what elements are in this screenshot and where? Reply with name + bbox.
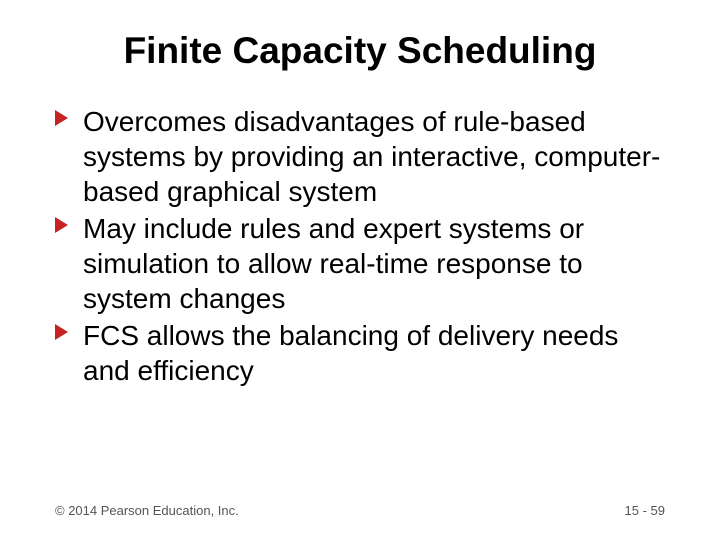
bullet-text: Overcomes disadvantages of rule-based sy… (83, 106, 660, 207)
triangle-bullet-icon (55, 324, 68, 340)
list-item: May include rules and expert systems or … (55, 211, 665, 316)
copyright-text: © 2014 Pearson Education, Inc. (55, 503, 239, 518)
list-item: Overcomes disadvantages of rule-based sy… (55, 104, 665, 209)
bullet-text: May include rules and expert systems or … (83, 213, 584, 314)
list-item: FCS allows the balancing of delivery nee… (55, 318, 665, 388)
slide-footer: © 2014 Pearson Education, Inc. 15 - 59 (55, 503, 665, 518)
bullet-text: FCS allows the balancing of delivery nee… (83, 320, 618, 386)
triangle-bullet-icon (55, 217, 68, 233)
triangle-bullet-icon (55, 110, 68, 126)
slide-title: Finite Capacity Scheduling (55, 30, 665, 72)
page-number: 15 - 59 (625, 503, 665, 518)
bullet-list: Overcomes disadvantages of rule-based sy… (55, 104, 665, 388)
